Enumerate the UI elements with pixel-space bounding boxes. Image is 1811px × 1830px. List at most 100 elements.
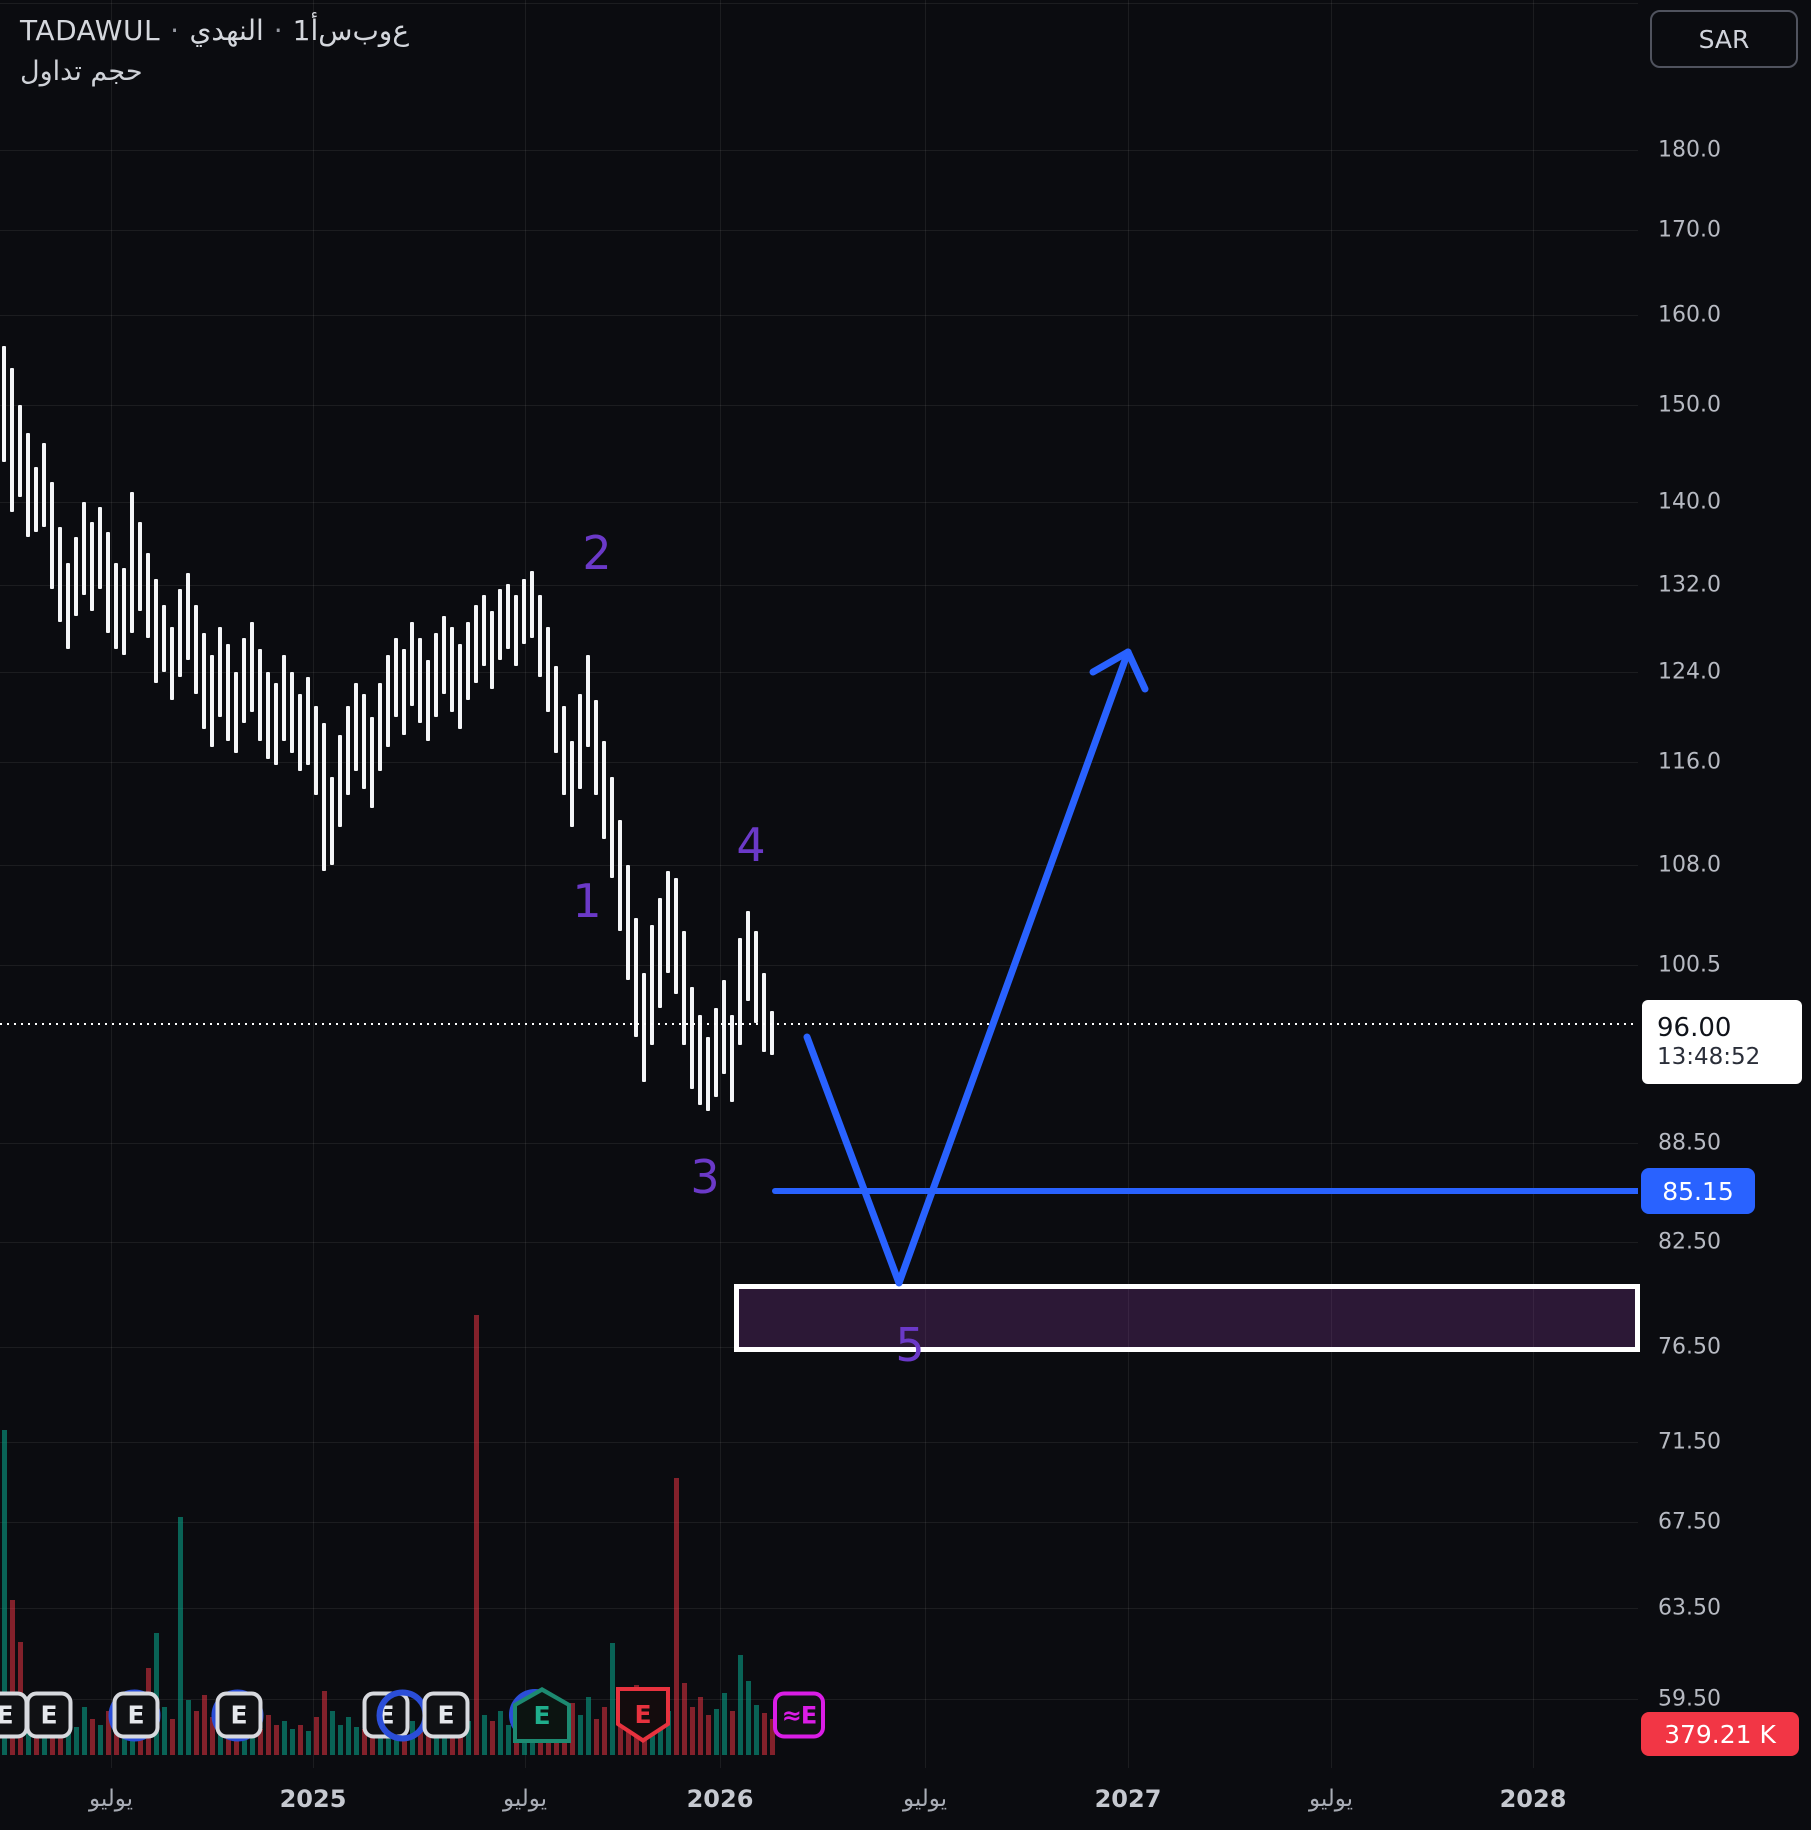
volume-bar [161,1707,167,1755]
earnings-icon: E [112,1691,160,1739]
candle-bar [506,584,510,650]
candle-bar [202,632,206,730]
earnings-icon: E [422,1691,470,1739]
time-label-month: يوليو [902,1786,948,1812]
candle-bar [226,643,230,742]
volume-bar [73,1727,79,1755]
candle-bar [106,532,110,633]
time-axis[interactable]: يوليو 2025 يوليو 2026 يوليو 2027 يوليو 2028 [0,1768,1811,1830]
gridline-vertical [1533,0,1534,1768]
volume-bar [673,1478,679,1755]
bar-countdown-timer: 13:48:52 [1657,1043,1761,1070]
candle-bar [682,931,686,1045]
wave-number-label[interactable]: 3 [690,1150,720,1204]
volume-bar [481,1715,487,1755]
earnings-badge[interactable]: E [108,1689,161,1741]
earnings-badge[interactable]: E [509,1687,571,1743]
candle-bar [634,917,638,1038]
symbol-title[interactable]: TADAWUL · النهدي · 1أ‌س‌ب‌و‌ع [20,14,409,47]
earnings-badge[interactable]: E [616,1687,670,1743]
volume-bar [121,1729,127,1755]
candle-bar [362,694,366,790]
volume-bar [577,1715,583,1755]
volume-bar [729,1711,735,1755]
gridline-horizontal [0,3,1638,4]
candle-bar [586,654,590,747]
price-tick-label: 76.50 [1658,1334,1721,1360]
gridline-vertical [720,0,721,1768]
volume-bar [201,1695,207,1755]
volume-bar [665,1711,671,1755]
earnings-badge[interactable]: E [0,1691,29,1739]
wave-number-label[interactable]: 4 [736,818,766,872]
candle-bar [218,627,222,718]
gridline-vertical [111,0,112,1768]
candle-bar [426,660,430,742]
volume-bar [681,1683,687,1755]
currency-button[interactable]: SAR [1650,10,1798,68]
volume-bar [273,1725,279,1755]
volume-bar [689,1707,695,1755]
gridline-horizontal [0,1143,1638,1144]
earnings-badge[interactable]: E [376,1689,470,1741]
earnings-badge[interactable]: E [25,1691,73,1739]
candle-bar [410,621,414,706]
rectangle-drawing[interactable] [734,1284,1640,1352]
earnings-badge[interactable]: ≈E [773,1691,825,1739]
wave-number-label[interactable]: 1 [572,874,602,928]
volume-bar [89,1719,95,1755]
price-tick-label: 160.0 [1658,302,1721,328]
volume-bar [473,1315,479,1755]
candle-bar [530,571,534,639]
volume-bar [697,1697,703,1755]
candle-bar [58,526,62,622]
candle-bar [626,865,630,980]
candle-bar [546,627,550,712]
candle-bar [258,649,262,742]
candle-bar [154,578,158,683]
candle-bar [738,938,742,1045]
candle-bar [730,1015,734,1102]
volume-bar [601,1707,607,1755]
volume-bar [449,1727,455,1755]
earnings-icon: ≈E [773,1691,825,1739]
volume-bar [41,1725,47,1755]
volume-bar [281,1721,287,1755]
volume-value-label: 379.21 K [1641,1712,1799,1756]
price-axis[interactable]: SAR 180.0 170.0 160.0 150.0 140.0 132.0 124.0 1… [1638,0,1811,1768]
price-tick-label: 108.0 [1658,852,1721,878]
candle-bar [186,573,190,661]
volume-bar [705,1715,711,1755]
candle-bar [2,345,6,463]
candle-bar [194,605,198,695]
candle-bar [450,627,454,712]
price-tick-label: 140.0 [1658,489,1721,515]
time-label-year: 2026 [686,1785,754,1813]
volume-bar [105,1711,111,1755]
price-tick-label: 100.5 [1658,952,1721,978]
candle-bar [466,621,470,701]
gridline-horizontal [0,1442,1638,1443]
price-tick-label: 67.50 [1658,1509,1721,1535]
gridline-horizontal [0,1522,1638,1523]
candle-bar [122,568,126,655]
candle-bar [618,820,622,932]
volume-bar [1,1430,7,1755]
projection-arrow-line[interactable] [803,648,1132,1287]
volume-bar [769,1719,775,1755]
candle-bar [50,481,54,590]
gridline-horizontal [0,315,1638,316]
earnings-badge[interactable]: E [211,1689,264,1741]
volume-bar [761,1713,767,1755]
wave-number-label[interactable]: 2 [582,526,612,580]
gridline-horizontal [0,405,1638,406]
volume-study-label[interactable]: حجم تداول [20,56,143,87]
drawings-overlay [0,648,1638,1287]
wave-number-label[interactable]: 5 [895,1318,925,1372]
candle-bar [706,1037,710,1111]
earnings-projection-ring-icon [376,1689,429,1741]
gridline-vertical [313,0,314,1768]
earnings-icon: E [215,1691,263,1739]
candle-bar [746,911,750,1002]
